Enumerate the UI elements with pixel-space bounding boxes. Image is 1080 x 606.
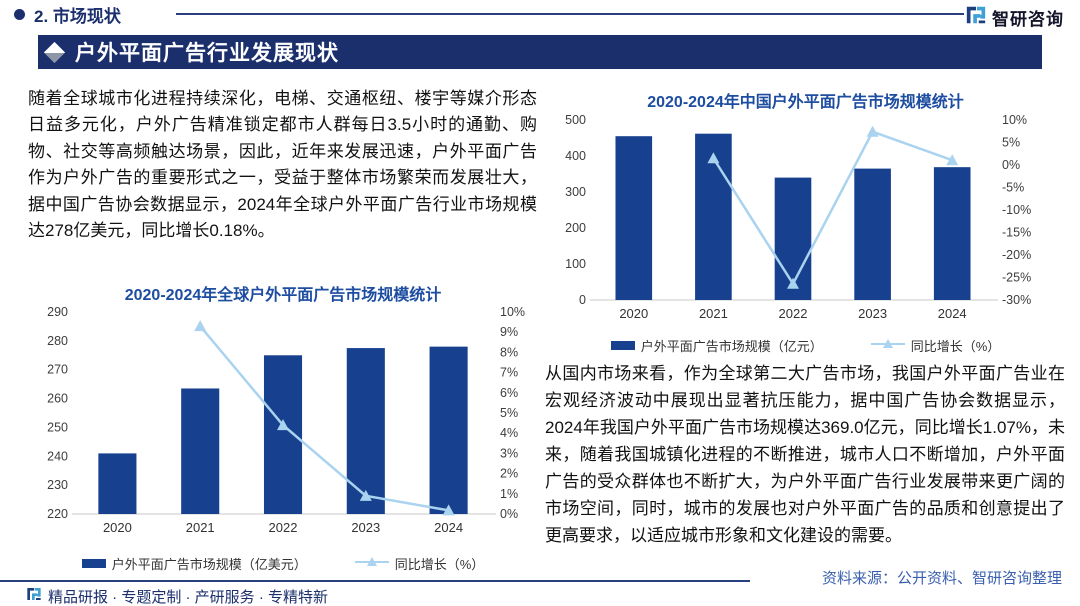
global-market-chart: 290 280 270 260 250 240 230 220 10% 9% 8% 7% 6% 5% 4% 3… — [28, 302, 538, 552]
brand-name: 智研咨询 — [992, 10, 1064, 29]
svg-text:7%: 7% — [500, 366, 518, 380]
svg-text:2%: 2% — [500, 467, 518, 481]
page-heading-banner: 户外平面广告行业发展现状 — [38, 35, 1042, 69]
svg-text:300: 300 — [565, 185, 586, 199]
global-market-paragraph: 随着全球城市化进程持续深化，电梯、交通枢纽、楼宇等媒介形态日益多元化，户外广告精… — [28, 89, 537, 241]
svg-text:5%: 5% — [1002, 136, 1020, 150]
global-chart-legend: 户外平面广告市场规模（亿美元） 同比增长（%） — [28, 554, 538, 573]
footer-brand: 精品研报 · 专题定制 · 产研服务 · 专精特新 — [26, 586, 328, 606]
brand-logo-icon — [26, 586, 42, 606]
svg-text:2022: 2022 — [269, 520, 298, 535]
svg-text:230: 230 — [47, 478, 68, 492]
china-market-chart: 500 400 300 200 100 0 10% 5% 0% -5% -10% -15% -20% -2… — [548, 112, 1063, 336]
svg-text:0%: 0% — [1002, 158, 1020, 172]
svg-text:-15%: -15% — [1002, 226, 1031, 240]
svg-text:9%: 9% — [500, 325, 518, 339]
svg-text:8%: 8% — [500, 345, 518, 359]
data-source-note: 资料来源：公开资料、智研咨询整理 — [821, 570, 1062, 587]
svg-text:2022: 2022 — [779, 306, 808, 321]
svg-text:2023: 2023 — [858, 306, 887, 321]
svg-text:290: 290 — [47, 305, 68, 319]
svg-text:-30%: -30% — [1002, 293, 1031, 307]
svg-text:250: 250 — [47, 420, 68, 434]
svg-text:6%: 6% — [500, 386, 518, 400]
svg-text:5%: 5% — [500, 406, 518, 420]
brand-logo-icon — [965, 4, 987, 31]
svg-text:260: 260 — [47, 392, 68, 406]
svg-text:4%: 4% — [500, 426, 518, 440]
line-swatch-icon — [354, 555, 389, 573]
svg-text:-10%: -10% — [1002, 203, 1031, 217]
legend-item-line: 同比增长（%） — [354, 554, 484, 573]
china-chart-legend: 户外平面广告市场规模（亿元） 同比增长（%） — [548, 336, 1063, 355]
section-bullet-icon — [14, 9, 25, 20]
china-market-paragraph: 从国内市场来看，作为全球第二大广告市场，我国户外平面广告业在宏观经济波动中展现出… — [545, 364, 1065, 545]
svg-text:400: 400 — [565, 149, 586, 163]
footer-tagline: 精品研报 · 专题定制 · 产研服务 · 专精特新 — [48, 589, 328, 606]
svg-text:200: 200 — [565, 221, 586, 235]
svg-text:270: 270 — [47, 363, 68, 377]
svg-text:280: 280 — [47, 334, 68, 348]
svg-text:-20%: -20% — [1002, 248, 1031, 262]
svg-text:10%: 10% — [1002, 113, 1027, 127]
svg-text:2024: 2024 — [938, 306, 967, 321]
legend-item-line: 同比增长（%） — [870, 336, 1000, 355]
svg-text:500: 500 — [565, 113, 586, 127]
svg-text:240: 240 — [47, 449, 68, 463]
svg-text:2020: 2020 — [103, 520, 132, 535]
section-title: 2. 市场现状 — [34, 7, 121, 26]
bar-swatch-icon — [610, 341, 635, 350]
line-swatch-icon — [870, 337, 905, 355]
svg-text:3%: 3% — [500, 446, 518, 460]
brand-logo: 智研咨询 — [965, 4, 1064, 31]
svg-text:10%: 10% — [500, 305, 525, 319]
diamond-icon — [43, 41, 66, 63]
svg-text:1%: 1% — [500, 487, 518, 501]
svg-text:2021: 2021 — [699, 306, 728, 321]
footer-divider — [0, 580, 750, 582]
svg-text:100: 100 — [565, 257, 586, 271]
bar-swatch-icon — [81, 559, 106, 568]
legend-item-bar: 户外平面广告市场规模（亿元） — [610, 336, 823, 355]
svg-text:0%: 0% — [500, 507, 518, 521]
svg-text:0: 0 — [579, 293, 586, 307]
svg-text:-25%: -25% — [1002, 271, 1031, 285]
page-title: 户外平面广告行业发展现状 — [75, 42, 339, 65]
global-chart-title: 2020-2024年全球户外平面广告市场规模统计 — [124, 287, 442, 304]
svg-text:2023: 2023 — [351, 520, 380, 535]
svg-text:220: 220 — [47, 507, 68, 521]
svg-text:2021: 2021 — [186, 520, 215, 535]
svg-text:2024: 2024 — [434, 520, 463, 535]
header-divider — [176, 13, 964, 15]
svg-text:-5%: -5% — [1002, 181, 1024, 195]
legend-item-bar: 户外平面广告市场规模（亿美元） — [81, 554, 307, 573]
svg-text:2020: 2020 — [619, 306, 648, 321]
china-chart-title: 2020-2024年中国户外平面广告市场规模统计 — [647, 94, 964, 111]
